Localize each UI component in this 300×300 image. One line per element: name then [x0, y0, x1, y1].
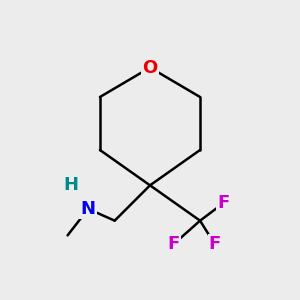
Text: O: O — [142, 58, 158, 76]
Text: N: N — [81, 200, 96, 218]
Text: F: F — [209, 235, 221, 253]
Text: F: F — [167, 235, 180, 253]
Text: H: H — [63, 176, 78, 194]
Text: F: F — [218, 194, 230, 212]
